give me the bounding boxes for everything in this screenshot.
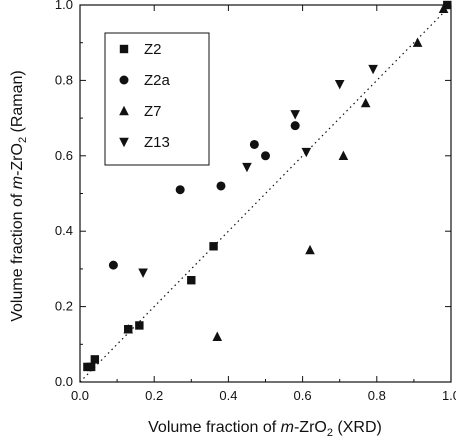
- data-point-z7: [438, 3, 449, 13]
- data-point-z7: [123, 324, 134, 334]
- data-point-z13: [368, 64, 378, 75]
- x-axis-label: Volume fraction of m-ZrO2 (XRD): [148, 419, 382, 439]
- data-point-z7: [305, 244, 315, 255]
- x-tick-label: 0.0: [71, 388, 89, 403]
- x-tick-label: 0.4: [219, 388, 237, 403]
- data-point-z7: [412, 37, 423, 47]
- legend-marker-z2: [119, 44, 129, 54]
- y-axis-label: Volume fraction of m-ZrO2 (Raman): [9, 70, 29, 322]
- data-point-z2: [187, 276, 196, 285]
- legend-label-z13: Z13: [144, 134, 170, 151]
- legend-label-z2a: Z2a: [144, 72, 171, 89]
- legend-marker-z7: [119, 105, 129, 116]
- legend: Z2 Z2a Z7 Z13: [104, 32, 210, 166]
- y-tick-label: 0.4: [55, 223, 73, 238]
- reference-line: [79, 4, 452, 383]
- data-point-z13: [138, 268, 148, 278]
- data-point-z2: [443, 0, 452, 10]
- data-point-z7: [338, 150, 349, 160]
- legend-label-z7: Z7: [144, 103, 162, 120]
- series-z13: [138, 64, 378, 278]
- y-tick-label: 0.8: [55, 72, 73, 87]
- data-point-z13: [334, 79, 345, 90]
- data-point-z2: [86, 362, 96, 372]
- data-point-z13: [242, 162, 252, 173]
- data-point-z2a: [249, 139, 259, 149]
- series-z7: [123, 3, 449, 341]
- y-tick-label: 0.6: [55, 148, 73, 163]
- x-tick-label: 0.8: [368, 388, 386, 403]
- legend-marker-z13: [119, 137, 129, 148]
- data-point-z7: [212, 331, 223, 341]
- data-point-z2: [90, 355, 100, 364]
- data-point-z2a: [175, 185, 185, 195]
- data-point-z2a: [261, 151, 270, 161]
- x-tick-label: 0.2: [145, 388, 163, 403]
- data-point-z13: [290, 110, 300, 120]
- legend-label-z2: Z2: [144, 41, 162, 58]
- legend-marker-z2a: [119, 75, 129, 85]
- y-tick-label: 1.0: [55, 0, 73, 12]
- y-tick-label: 0.2: [55, 299, 73, 314]
- data-point-z7: [360, 97, 371, 108]
- data-point-z2a: [108, 260, 118, 270]
- data-point-z2a: [216, 181, 226, 191]
- data-point-z13: [301, 147, 312, 158]
- data-point-z2a: [290, 121, 300, 131]
- data-point-z2: [209, 242, 218, 251]
- y-tick-label: 0.0: [55, 374, 73, 389]
- x-tick-label: 1.0: [442, 388, 456, 403]
- data-point-z2: [135, 321, 144, 330]
- x-tick-label: 0.6: [294, 388, 312, 403]
- series-z2a: [108, 121, 300, 270]
